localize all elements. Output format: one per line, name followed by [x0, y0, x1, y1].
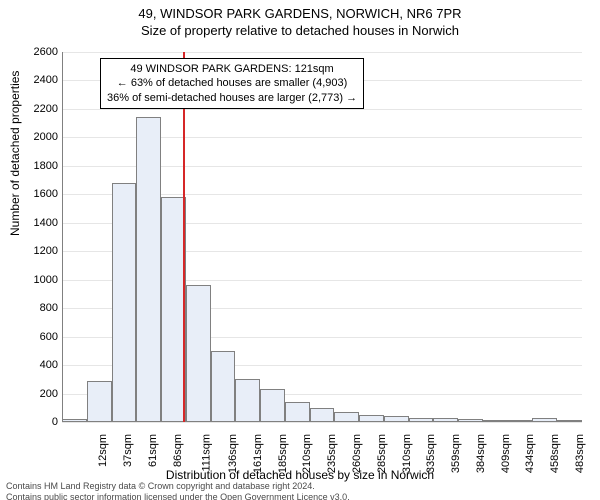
x-tick-label: 458sqm	[549, 434, 561, 473]
footer-line-1: Contains HM Land Registry data © Crown c…	[6, 481, 594, 492]
histogram-bar	[186, 285, 211, 422]
x-tick-label: 483sqm	[574, 434, 586, 473]
grid-line	[62, 422, 582, 423]
x-tick-label: 359sqm	[450, 434, 462, 473]
x-tick-label: 111sqm	[201, 434, 213, 472]
x-tick-label: 260sqm	[351, 434, 363, 473]
y-tick-label: 2000	[18, 131, 58, 143]
x-tick-label: 434sqm	[524, 434, 536, 473]
chart-container: 49, WINDSOR PARK GARDENS, NORWICH, NR6 7…	[0, 6, 600, 500]
chart-title: 49, WINDSOR PARK GARDENS, NORWICH, NR6 7…	[0, 6, 600, 21]
histogram-bar	[112, 183, 137, 422]
annotation-line-1: 49 WINDSOR PARK GARDENS: 121sqm	[107, 62, 357, 76]
y-tick-label: 1800	[18, 160, 58, 172]
histogram-bar	[161, 197, 186, 422]
annotation-line-3: 36% of semi-detached houses are larger (…	[107, 91, 357, 105]
x-tick-label: 335sqm	[425, 434, 437, 473]
y-tick-label: 800	[18, 302, 58, 314]
chart-subtitle: Size of property relative to detached ho…	[0, 23, 600, 38]
y-tick-label: 1400	[18, 217, 58, 229]
annotation-line-2: ← 63% of detached houses are smaller (4,…	[107, 76, 357, 90]
y-tick-label: 2200	[18, 103, 58, 115]
x-axis-line	[62, 421, 582, 422]
x-tick-label: 409sqm	[500, 434, 512, 473]
y-tick-label: 2400	[18, 74, 58, 86]
y-tick-label: 2600	[18, 46, 58, 58]
annotation-box: 49 WINDSOR PARK GARDENS: 121sqm ← 63% of…	[100, 58, 364, 109]
y-tick-label: 400	[18, 359, 58, 371]
x-tick-label: 61sqm	[147, 434, 159, 467]
y-axis-line	[62, 52, 63, 422]
x-tick-label: 37sqm	[122, 434, 134, 467]
histogram-bar	[211, 351, 236, 422]
x-tick-label: 86sqm	[172, 434, 184, 467]
y-tick-label: 200	[18, 388, 58, 400]
x-tick-label: 12sqm	[97, 434, 109, 467]
y-tick-label: 600	[18, 331, 58, 343]
x-tick-label: 310sqm	[401, 434, 413, 473]
y-tick-label: 1200	[18, 245, 58, 257]
histogram-bar	[136, 117, 161, 422]
histogram-bar	[235, 379, 260, 422]
y-tick-label: 1600	[18, 188, 58, 200]
y-axis-label: Number of detached properties	[8, 71, 22, 236]
x-tick-label: 384sqm	[475, 434, 487, 473]
x-tick-label: 285sqm	[376, 434, 388, 473]
x-tick-label: 210sqm	[302, 434, 314, 473]
y-tick-label: 0	[18, 416, 58, 428]
histogram-bar	[260, 389, 285, 422]
histogram-bar	[285, 402, 310, 422]
footer: Contains HM Land Registry data © Crown c…	[0, 479, 600, 500]
x-tick-label: 185sqm	[277, 434, 289, 473]
x-tick-label: 235sqm	[326, 434, 338, 473]
footer-line-2: Contains public sector information licen…	[6, 492, 594, 500]
y-tick-label: 1000	[18, 274, 58, 286]
x-tick-label: 161sqm	[252, 434, 264, 473]
x-tick-label: 136sqm	[227, 434, 239, 473]
histogram-bar	[87, 381, 112, 422]
histogram-bar	[310, 408, 335, 422]
